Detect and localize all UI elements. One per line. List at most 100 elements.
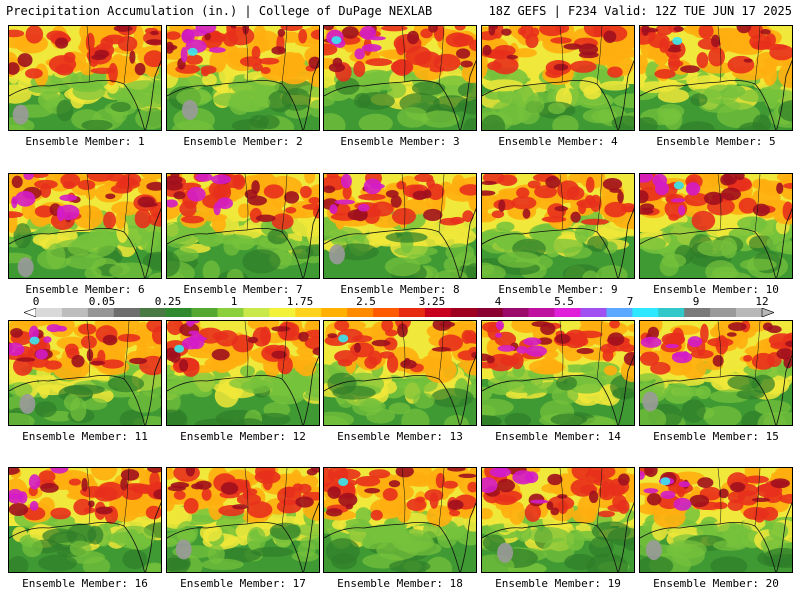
member-caption: Ensemble Member: 14 [495, 430, 621, 443]
colorbar-tick-label: 4 [494, 295, 502, 308]
ensemble-panel-4 [481, 25, 635, 131]
map-header: Precipitation Accumulation (in.) | Colle… [0, 0, 800, 22]
member-caption: Ensemble Member: 9 [498, 283, 618, 296]
colorbar-segment [61, 308, 89, 317]
colorbar-tick-label: 0.05 [88, 295, 116, 308]
member-caption: Ensemble Member: 13 [337, 430, 463, 443]
precip-map [482, 174, 634, 278]
colorbar-tick-label: 12 [755, 295, 769, 308]
colorbar-right-arrow [761, 308, 774, 317]
colorbar-tick-label: 0.25 [154, 295, 182, 308]
precip-map [9, 26, 161, 130]
member-caption: Ensemble Member: 20 [653, 577, 779, 590]
colorbar-segment [424, 308, 452, 317]
colorbar-tick-label: 0 [32, 295, 40, 308]
precip-map [9, 174, 161, 278]
member-caption: Ensemble Member: 4 [498, 135, 618, 148]
ensemble-panel-19 [481, 467, 635, 573]
colorbar-segment [321, 308, 348, 317]
colorbar-segment [502, 308, 529, 317]
colorbar-segment [528, 308, 555, 317]
precip-map [324, 321, 476, 425]
colorbar-segment [710, 308, 737, 317]
colorbar-segment [373, 308, 400, 317]
ensemble-panel-18 [323, 467, 477, 573]
colorbar-segment [87, 308, 115, 317]
colorbar-segment [684, 308, 711, 317]
ensemble-panel-17 [166, 467, 320, 573]
precip-map [640, 174, 792, 278]
ensemble-panel-5 [639, 25, 793, 131]
colorbar-tick-label: 7 [626, 295, 634, 308]
member-caption: Ensemble Member: 1 [25, 135, 145, 148]
colorbar-segment [736, 308, 763, 317]
colorbar-segment [295, 308, 322, 317]
member-caption: Ensemble Member: 7 [183, 283, 303, 296]
ensemble-panel-16 [8, 467, 162, 573]
ensemble-panel-1 [8, 25, 162, 131]
colorbar-segment [399, 308, 426, 317]
ensemble-panel-11 [8, 320, 162, 426]
colorbar [24, 308, 774, 317]
precip-map [482, 321, 634, 425]
ensemble-panel-3 [323, 25, 477, 131]
colorbar-tick-label: 2.5 [356, 295, 376, 308]
colorbar-segment [606, 308, 633, 317]
ensemble-panel-2 [166, 25, 320, 131]
colorbar-tick-label: 5.5 [554, 295, 574, 308]
member-caption: Ensemble Member: 8 [340, 283, 460, 296]
colorbar-segment [113, 308, 141, 317]
member-caption: Ensemble Member: 12 [180, 430, 306, 443]
run-info: 18Z GEFS | F234 Valid: 12Z TUE JUN 17 20… [488, 4, 792, 18]
colorbar-segment [191, 308, 218, 317]
ensemble-panel-9 [481, 173, 635, 279]
precip-map [167, 26, 319, 130]
colorbar-segment [347, 308, 374, 317]
colorbar-segment [476, 308, 504, 317]
colorbar-tick-label: 9 [692, 295, 700, 308]
colorbar-segment [36, 308, 63, 317]
precip-map [9, 468, 161, 572]
colorbar-segment [269, 308, 296, 317]
ensemble-panel-10 [639, 173, 793, 279]
ensemble-panel-14 [481, 320, 635, 426]
ensemble-panel-7 [166, 173, 320, 279]
member-caption: Ensemble Member: 17 [180, 577, 306, 590]
colorbar-tick-label: 3.25 [418, 295, 446, 308]
precip-map [482, 26, 634, 130]
ensemble-panel-6 [8, 173, 162, 279]
member-caption: Ensemble Member: 15 [653, 430, 779, 443]
colorbar-segment [658, 308, 685, 317]
ensemble-panel-12 [166, 320, 320, 426]
member-caption: Ensemble Member: 19 [495, 577, 621, 590]
precip-map [324, 468, 476, 572]
precip-map [324, 26, 476, 130]
precip-map [167, 174, 319, 278]
colorbar-left-arrow [24, 308, 37, 317]
colorbar-segment [165, 308, 192, 317]
member-caption: Ensemble Member: 16 [22, 577, 148, 590]
colorbar-segment [243, 308, 270, 317]
precip-map [482, 468, 634, 572]
member-caption: Ensemble Member: 2 [183, 135, 303, 148]
member-caption: Ensemble Member: 6 [25, 283, 145, 296]
map-title: Precipitation Accumulation (in.) | Colle… [6, 4, 433, 18]
member-caption: Ensemble Member: 10 [653, 283, 779, 296]
ensemble-panel-15 [639, 320, 793, 426]
precip-map [640, 26, 792, 130]
ensemble-panel-20 [639, 467, 793, 573]
colorbar-segment [217, 308, 244, 317]
ensemble-panel-13 [323, 320, 477, 426]
colorbar-segment [580, 308, 607, 317]
precip-map [640, 321, 792, 425]
member-caption: Ensemble Member: 5 [656, 135, 776, 148]
colorbar-segment [632, 308, 659, 317]
colorbar-segment [139, 308, 166, 317]
precip-map [9, 321, 161, 425]
colorbar-segment [554, 308, 581, 317]
precip-map [167, 321, 319, 425]
precip-map [324, 174, 476, 278]
colorbar-labels: 0 0.05 0.25 1 1.75 2.5 3.25 4 5.5 7 9 12 [0, 296, 800, 320]
precip-map [167, 468, 319, 572]
ensemble-panel-8 [323, 173, 477, 279]
